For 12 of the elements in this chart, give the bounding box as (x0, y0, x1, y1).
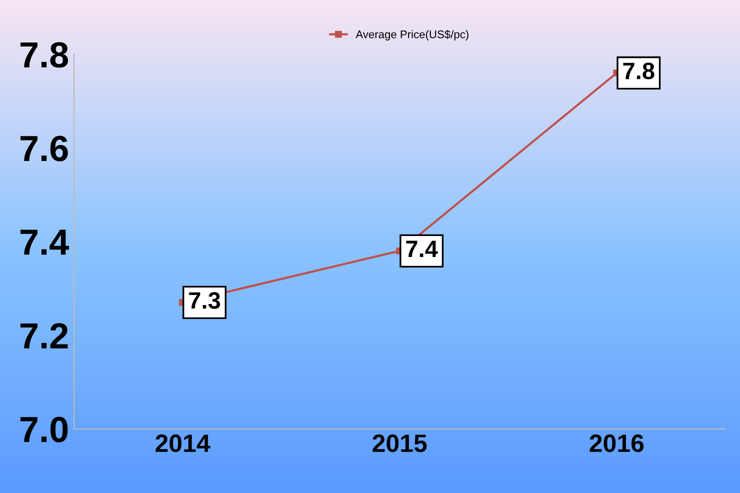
data-label: 7.8 (623, 62, 654, 80)
y-tick-label: 7.8 (20, 42, 68, 68)
x-tick-label: 2015 (372, 434, 427, 452)
legend-label: Average Price(US$/pc) (356, 30, 468, 40)
y-tick-label: 7.6 (20, 136, 68, 162)
data-label: 7.4 (406, 240, 438, 258)
x-tick-label: 2014 (156, 434, 210, 452)
x-tick-label: 2016 (590, 434, 644, 452)
y-tick-label: 7.4 (20, 230, 69, 255)
data-label: 7.3 (189, 292, 220, 309)
y-tick-label: 7.2 (20, 323, 68, 348)
y-tick-label: 7.0 (20, 416, 68, 442)
